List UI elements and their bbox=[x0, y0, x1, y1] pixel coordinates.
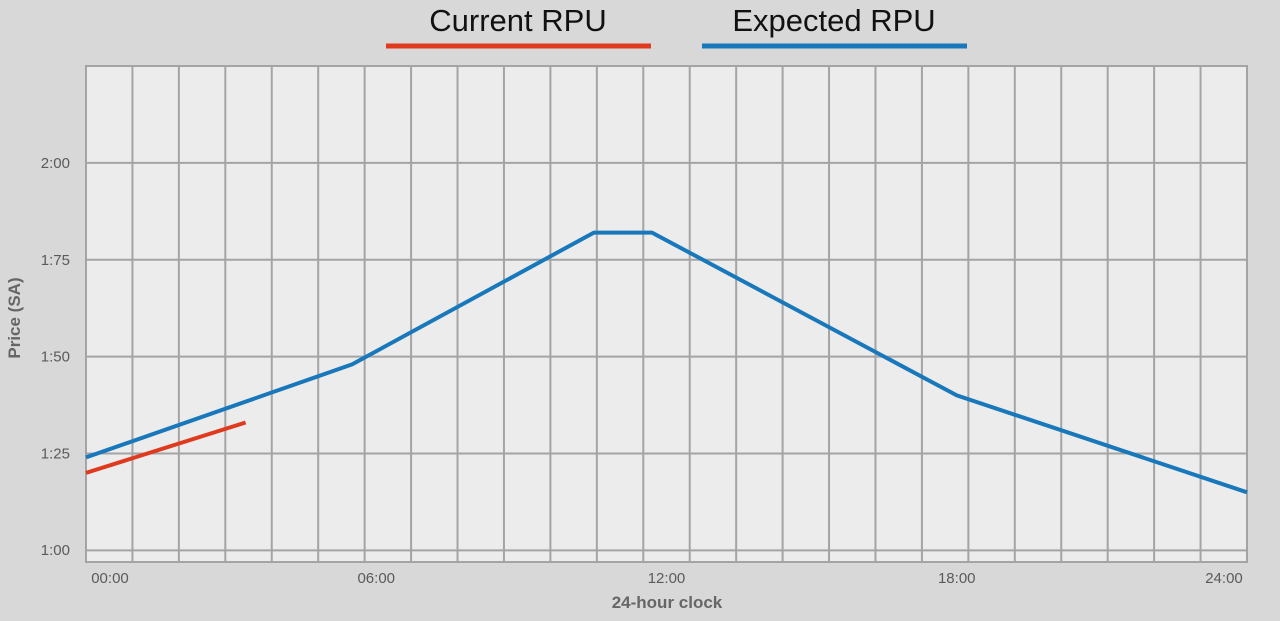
series-lines bbox=[85, 230, 1248, 495]
series-line-expected-rpu bbox=[85, 230, 1248, 495]
x-tick-label: 24:00 bbox=[1205, 570, 1243, 587]
series-line-current-rpu bbox=[85, 420, 247, 475]
y-tick-label: 1:00 bbox=[41, 542, 70, 559]
x-tick-label: 12:00 bbox=[648, 570, 686, 587]
plot-border bbox=[85, 65, 1248, 563]
y-tick-label: 1:25 bbox=[41, 446, 70, 463]
y-tick-label: 2:00 bbox=[41, 155, 70, 172]
y-tick-label: 1:75 bbox=[41, 252, 70, 269]
tick-labels: 00:00 06:00 12:00 18:00 24:00 1:00 1:25 1:50 1:7… bbox=[41, 155, 1243, 587]
plot-area bbox=[86, 66, 1247, 562]
x-tick-label: 06:00 bbox=[357, 570, 395, 587]
legend-label: Expected RPU bbox=[732, 3, 935, 38]
y-axis-title: Price (SA) bbox=[5, 277, 24, 358]
x-tick-label: 00:00 bbox=[91, 570, 129, 587]
grid-lines bbox=[86, 66, 1247, 562]
x-tick-label: 18:00 bbox=[938, 570, 976, 587]
legend-label: Current RPU bbox=[429, 3, 606, 38]
y-tick-label: 1:50 bbox=[41, 349, 70, 366]
legend: Current RPU Expected RPU bbox=[386, 3, 967, 49]
x-axis-title: 24-hour clock bbox=[612, 593, 723, 612]
